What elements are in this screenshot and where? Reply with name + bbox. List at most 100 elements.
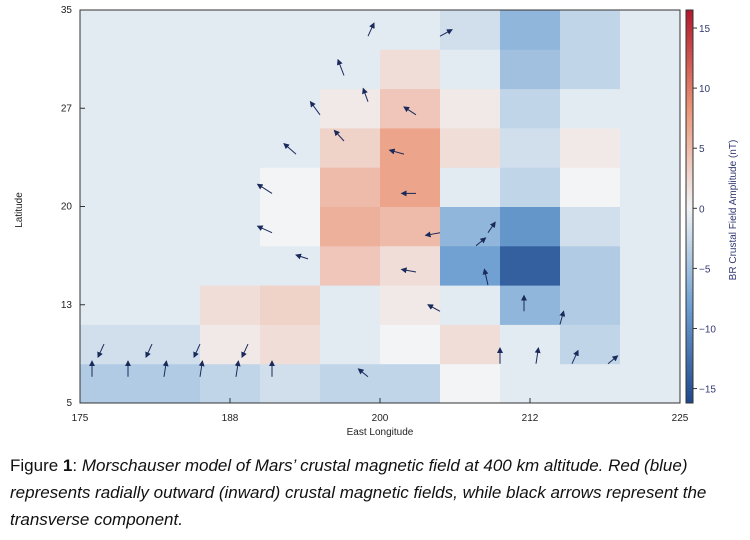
heat-cell <box>260 127 321 168</box>
colorbar-strip <box>686 109 693 113</box>
arrow <box>427 304 441 312</box>
colorbar-strip <box>686 64 693 68</box>
colorbar-strip <box>686 82 693 86</box>
colorbar-strip <box>686 136 693 140</box>
arrow <box>403 106 417 116</box>
colorbar-tick-label: −15 <box>699 385 716 396</box>
colorbar-strip <box>686 304 693 308</box>
colorbar-strip <box>686 283 693 287</box>
colorbar-strip <box>686 259 693 263</box>
arrow <box>482 268 489 286</box>
colorbar-strip <box>686 205 693 209</box>
colorbar-strip <box>686 79 693 83</box>
colorbar-strip <box>686 220 693 224</box>
colorbar-strip <box>686 118 693 122</box>
colorbar-strip <box>686 334 693 338</box>
arrow <box>241 343 249 359</box>
colorbar-strip <box>686 367 693 371</box>
colorbar-strip <box>686 229 693 233</box>
colorbar-strip <box>686 112 693 116</box>
x-tick-label: 175 <box>72 413 89 424</box>
arrow <box>333 129 345 142</box>
colorbar-strip <box>686 10 693 14</box>
colorbar-strip <box>686 49 693 53</box>
heat-cell <box>200 285 261 325</box>
colorbar-strip <box>686 91 693 95</box>
colorbar-strip <box>686 40 693 44</box>
heat-cell <box>140 49 201 90</box>
arrow <box>234 360 241 377</box>
y-tick-label: 27 <box>61 103 73 114</box>
colorbar-strip <box>686 46 693 50</box>
colorbar-strip <box>686 217 693 221</box>
heat-cell <box>260 49 321 90</box>
colorbar-strip <box>686 190 693 194</box>
colorbar-strip <box>686 34 693 38</box>
arrow <box>198 360 205 377</box>
colorbar-strip <box>686 352 693 356</box>
heat-cell <box>200 88 261 129</box>
arrow <box>162 360 169 377</box>
heat-cell <box>200 167 261 207</box>
colorbar-strip <box>686 235 693 239</box>
colorbar-strip <box>686 247 693 251</box>
heat-cell <box>560 127 621 168</box>
colorbar-strip <box>686 124 693 128</box>
heat-cell <box>80 324 141 365</box>
colorbar-strip <box>686 25 693 29</box>
colorbar-strip <box>686 106 693 110</box>
arrow <box>475 237 487 247</box>
colorbar-strip <box>686 364 693 368</box>
colorbar-strip <box>686 19 693 23</box>
heat-cell <box>560 10 621 50</box>
arrow <box>357 368 369 378</box>
colorbar-strip <box>686 313 693 317</box>
heat-cell <box>500 167 561 207</box>
arrow <box>388 148 405 155</box>
heat-cell <box>140 363 201 404</box>
colorbar-tick-label: −10 <box>699 324 716 335</box>
colorbar-strip <box>686 196 693 200</box>
colorbar-strip <box>686 301 693 305</box>
heat-cell <box>260 363 321 404</box>
colorbar-strip <box>686 145 693 149</box>
caption-separator: : <box>72 456 82 475</box>
colorbar-strip <box>686 382 693 386</box>
colorbar-strip <box>686 250 693 254</box>
heat-cell <box>80 127 141 168</box>
colorbar-strip <box>686 268 693 272</box>
arrow <box>97 343 105 359</box>
colorbar-strip <box>686 133 693 137</box>
colorbar-strip <box>686 253 693 257</box>
colorbar-strip <box>686 58 693 62</box>
colorbar-strip <box>686 274 693 278</box>
colorbar-strip <box>686 76 693 80</box>
colorbar-strip <box>686 331 693 335</box>
colorbar-strip <box>686 322 693 326</box>
heat-cell <box>80 245 141 286</box>
colorbar-frame <box>685 9 694 404</box>
heat-cell <box>560 206 621 247</box>
colorbar-strip <box>686 52 693 56</box>
heat-cell <box>620 167 681 207</box>
colorbar-strip <box>686 289 693 293</box>
colorbar-strip <box>686 361 693 365</box>
colorbar-strip <box>686 208 693 212</box>
arrow <box>571 349 579 364</box>
heat-cell <box>440 285 501 325</box>
heat-cell <box>260 88 321 129</box>
colorbar-strip <box>686 343 693 347</box>
colorbar-tick-label: 10 <box>699 84 711 95</box>
heat-cell <box>500 127 561 168</box>
heat-cell <box>500 324 561 365</box>
colorbar-strip <box>686 262 693 266</box>
heat-cell <box>380 363 441 404</box>
colorbar-strip <box>686 400 693 404</box>
colorbar-strip <box>686 310 693 314</box>
heat-cell <box>380 49 441 90</box>
heat-cell <box>500 10 561 50</box>
heat-cell <box>620 10 681 50</box>
heat-cell <box>260 10 321 50</box>
colorbar-strip <box>686 337 693 341</box>
heat-cell <box>320 127 381 168</box>
